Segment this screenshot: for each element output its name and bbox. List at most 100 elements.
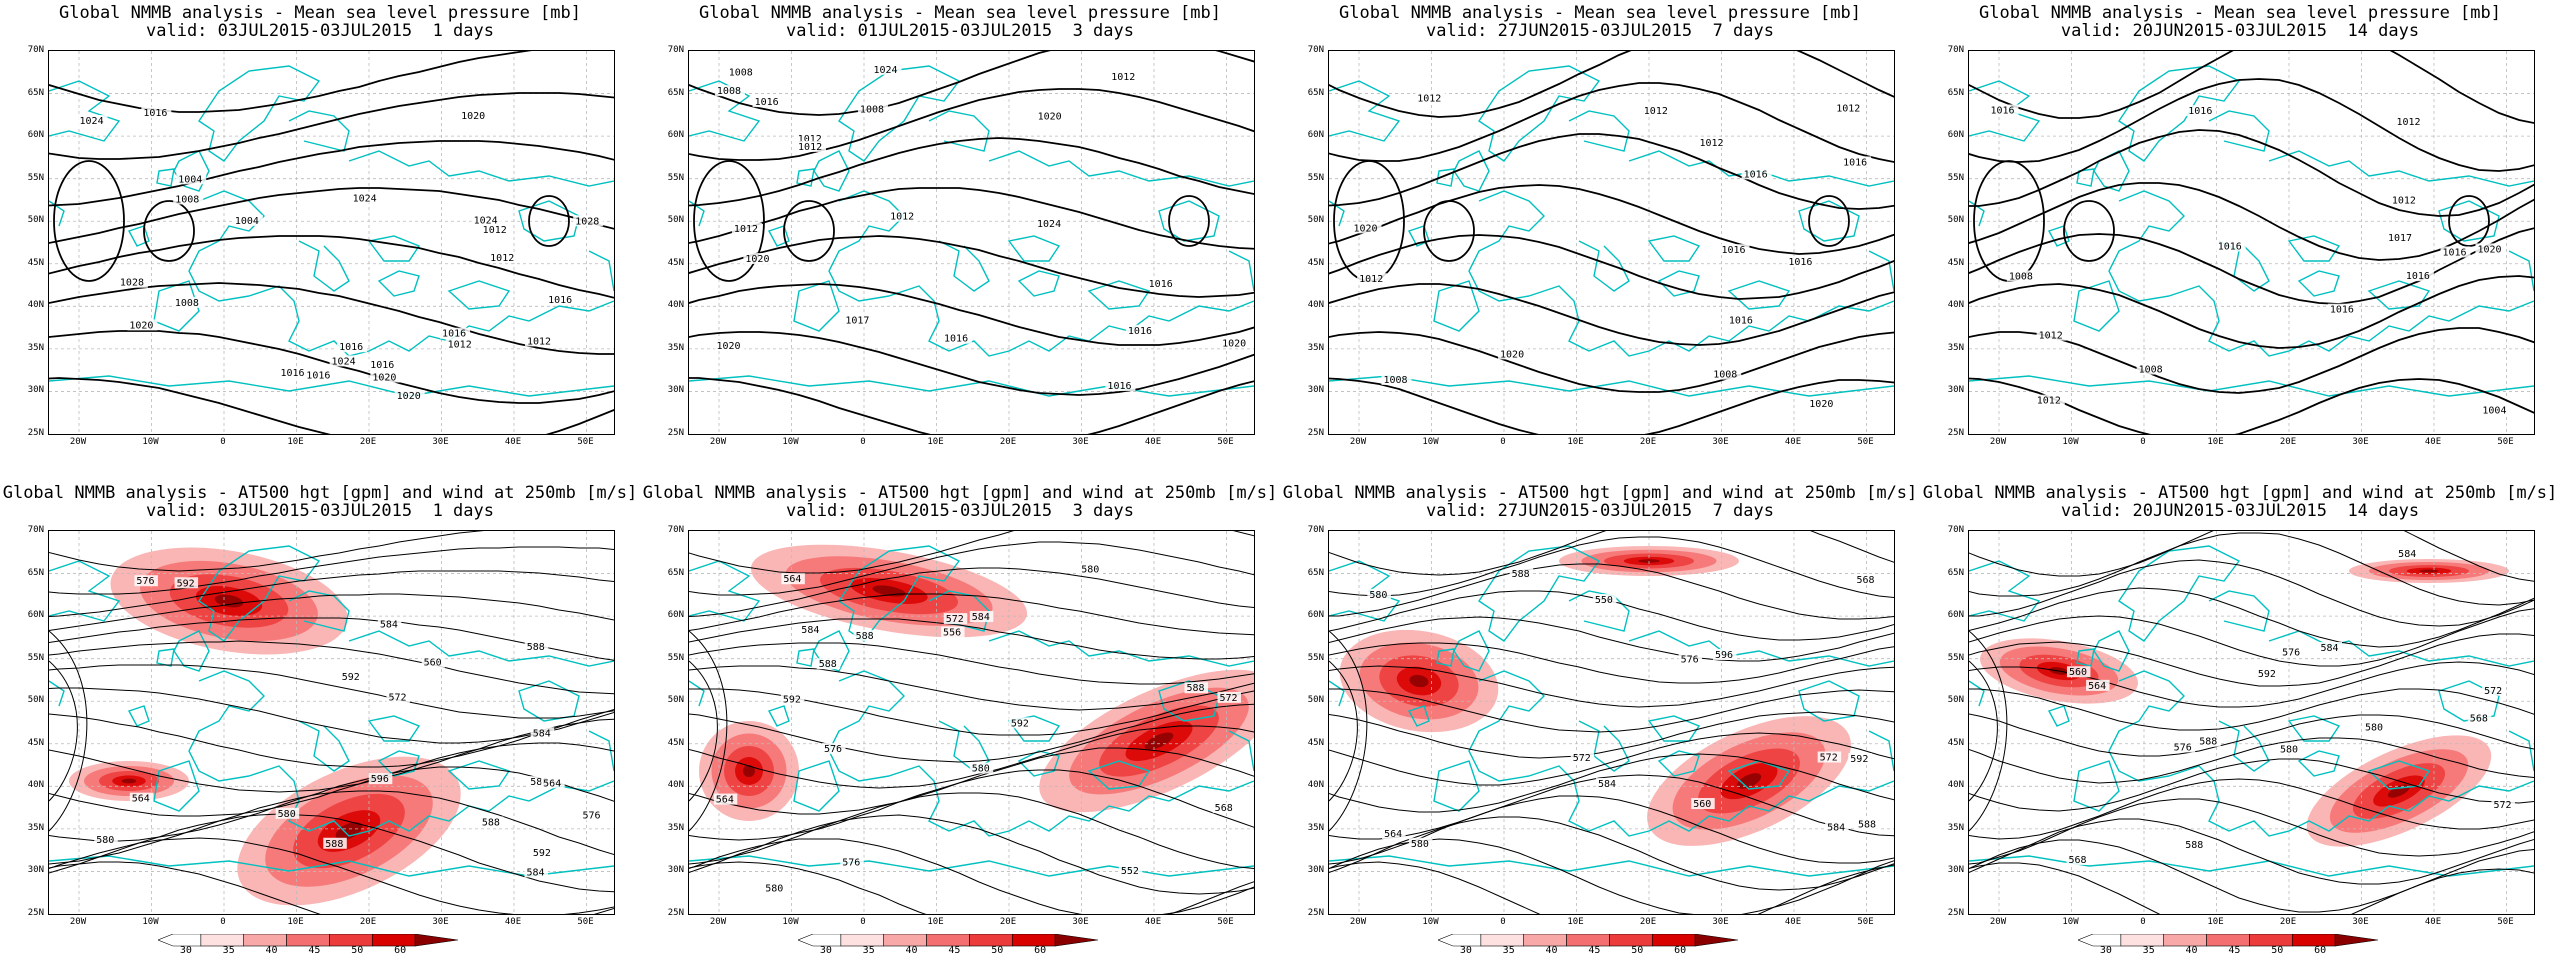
- contour-label: 1020: [1500, 349, 1524, 360]
- lat-tick-label: 60N: [667, 130, 684, 141]
- lon-tick-label: 20E: [1639, 437, 1657, 447]
- lon-tick-label: 0: [2140, 437, 2146, 447]
- contour-label: 576: [2174, 742, 2192, 753]
- lat-tick-label: 70N: [1307, 525, 1324, 535]
- contour-label: 576: [1681, 654, 1699, 665]
- colorbar-tick-label: 40: [265, 945, 278, 956]
- contour-label: 1012: [2037, 396, 2061, 407]
- lon-tick-label: 20W: [69, 437, 87, 447]
- contour-label: 1012: [1836, 104, 1860, 115]
- lon-tick-label: 50E: [1857, 437, 1874, 447]
- lat-tick-label: 30N: [667, 865, 684, 876]
- contour-labels: 1016 1012 1024 1020 1020 1008 1017 1020 1024 1012…: [714, 63, 1251, 392]
- contour-label: 1020: [1038, 111, 1062, 122]
- contour-label: 584: [1598, 779, 1616, 790]
- lat-tick-label: 70N: [27, 525, 44, 535]
- lon-tick-label: 20E: [359, 437, 377, 447]
- contour-label: 588: [2185, 840, 2203, 851]
- lon-tick-label: 50E: [1217, 437, 1234, 447]
- contour-label: 1024: [332, 356, 356, 367]
- contour-label: 1020: [1353, 223, 1377, 234]
- contour-label: 1016: [339, 342, 363, 353]
- contour-label: 1016: [1990, 106, 2014, 117]
- lat-tick-label: 45N: [1307, 257, 1324, 268]
- lat-tick-label: 35N: [27, 822, 44, 833]
- contour-label: 1020: [745, 254, 769, 265]
- panel-title: Global NMMB analysis - AT500 hgt [gpm] a…: [1922, 483, 2558, 503]
- contour-label: 1012: [527, 336, 551, 347]
- colorbar-tick-label: 35: [2142, 945, 2155, 956]
- contour-label: 584: [972, 612, 990, 623]
- lat-tick-label: 60N: [1307, 130, 1324, 141]
- map-panel: Global NMMB analysis - Mean sea level pr…: [1920, 0, 2560, 480]
- contour-label: 1020: [1809, 399, 1833, 410]
- lat-tick-label: 55N: [667, 172, 684, 183]
- lon-tick-label: 20E: [2279, 917, 2297, 927]
- map-panel: Global NMMB analysis - Mean sea level pr…: [640, 0, 1280, 480]
- contour-label: 1008: [729, 67, 753, 78]
- coastlines: [1969, 65, 2534, 397]
- contour-label: 1024: [353, 193, 377, 204]
- contour-label: 584: [2321, 643, 2339, 654]
- map-plot: 552 564 568 572 576 580 588 592 556 564 572 580 584 5…: [689, 531, 1254, 914]
- lon-tick-label: 30E: [1072, 437, 1089, 447]
- contour-label: 584: [2398, 549, 2416, 560]
- lon-tick-label: 20E: [2279, 437, 2297, 447]
- lat-tick-label: 70N: [667, 525, 684, 535]
- colorbar-tick-label: 50: [351, 945, 364, 956]
- contour-label: 576: [582, 811, 600, 822]
- contour-label: 1016: [1721, 245, 1745, 256]
- contour-label: 1016: [2188, 106, 2212, 117]
- lon-tick-label: 20W: [709, 917, 727, 927]
- lat-tick-label: 55N: [27, 172, 44, 183]
- contour-label: 1028: [120, 278, 144, 289]
- contour-label: 572: [388, 692, 406, 703]
- coastlines: [689, 65, 1254, 397]
- lat-tick-label: 55N: [1307, 652, 1324, 663]
- lon-tick-label: 30E: [2352, 917, 2369, 927]
- colorbar-tick-label: 30: [2099, 945, 2112, 956]
- contour-label: 580: [2365, 723, 2383, 734]
- panel-title: Global NMMB analysis - Mean sea level pr…: [59, 3, 581, 23]
- colorbar-tick-label: 45: [308, 945, 321, 956]
- contour-label: 1008: [717, 86, 741, 97]
- contour-label: 1016: [1843, 157, 1867, 168]
- contour-label: 564: [1384, 829, 1402, 840]
- contour-label: 1020: [129, 320, 153, 331]
- colorbar-tick-label: 50: [1631, 945, 1644, 956]
- lon-tick-label: 20E: [999, 437, 1017, 447]
- contour-label: 1012: [483, 225, 507, 236]
- lon-tick-label: 30E: [432, 437, 449, 447]
- colorbar-tick-label: 40: [1545, 945, 1558, 956]
- lat-tick-label: 50N: [667, 215, 684, 226]
- contour-label: 564: [716, 795, 734, 806]
- lon-tick-label: 20W: [1349, 437, 1367, 447]
- lon-tick-label: 10E: [2207, 437, 2224, 447]
- contour-label: 1016: [306, 370, 330, 381]
- lat-tick-label: 50N: [1307, 695, 1324, 706]
- lat-tick-label: 70N: [1947, 45, 1964, 55]
- contour-label: 592: [533, 848, 551, 859]
- lon-tick-label: 40E: [1784, 437, 1802, 447]
- colorbar-tick-label: 60: [1034, 945, 1047, 956]
- colorbar-tick-label: 50: [991, 945, 1004, 956]
- contour-label: 1012: [1359, 274, 1383, 285]
- contour-label: 592: [342, 672, 360, 683]
- jet-stream-shading: [2306, 735, 2492, 847]
- lon-tick-label: 20W: [1989, 437, 2007, 447]
- map-panel: Global NMMB analysis - AT500 hgt [gpm] a…: [1920, 480, 2560, 960]
- contour-label: 588: [1512, 569, 1530, 580]
- contour-label: 550: [1595, 595, 1613, 606]
- map-area: 560 564 568 572 576 580 584 588 592 568 572 576 580 5…: [1968, 530, 2535, 915]
- lat-tick-label: 55N: [667, 652, 684, 663]
- lon-tick-label: 30E: [1712, 917, 1729, 927]
- colorbar-tick-label: 60: [394, 945, 407, 956]
- grid-lines: [689, 51, 1254, 434]
- grid-lines: [1969, 51, 2534, 434]
- contour-label: 572: [2484, 686, 2502, 697]
- map-plot: 5645725805765845885925605645805925965845…: [49, 531, 614, 914]
- lon-tick-label: 50E: [577, 437, 594, 447]
- coastlines: [1329, 545, 1894, 877]
- lat-tick-label: 40N: [1307, 300, 1324, 311]
- contour-label: 584: [526, 867, 544, 878]
